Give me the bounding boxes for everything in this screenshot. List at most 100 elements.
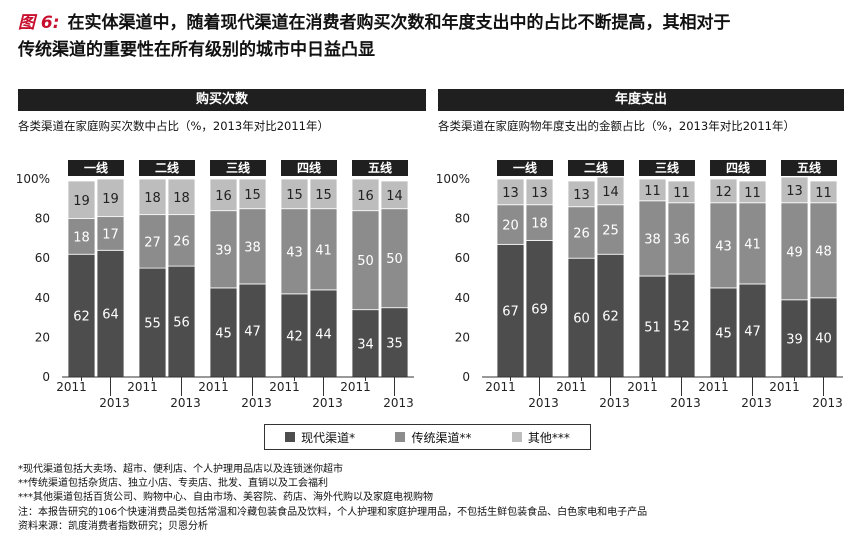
group-header (352, 160, 408, 176)
x-tick-label: 2013 (312, 396, 343, 410)
data-label: 15 (315, 188, 332, 203)
group-header-label: 二线 (155, 160, 179, 175)
bar-segment (738, 180, 767, 204)
bar-segment (96, 178, 125, 218)
x-tick-label: 2013 (741, 396, 772, 410)
bar-segment (567, 206, 596, 259)
bar-segment (280, 178, 309, 210)
group-header-label: 四线 (297, 160, 321, 175)
legend-label-modern: 现代渠道* (301, 430, 356, 445)
bar-segment (209, 287, 238, 378)
bar-segment (167, 214, 196, 267)
data-label: 64 (102, 308, 119, 323)
data-label: 49 (786, 245, 803, 260)
bar-segment (780, 176, 809, 204)
data-label: 20 (502, 219, 519, 234)
x-tick-label: 2013 (528, 396, 559, 410)
x-tick-label: 2011 (769, 380, 800, 394)
bar-segment (567, 180, 596, 208)
x-tick-label: 2011 (127, 380, 158, 394)
bar-segment (380, 180, 409, 210)
bar-segment (238, 283, 267, 378)
data-label: 18 (531, 217, 548, 232)
footnote: 资料来源：凯度消费者指数研究；贝恩分析 (18, 520, 208, 532)
bar-segment (525, 178, 554, 206)
bar-segment (638, 178, 667, 202)
x-tick-label: 2013 (99, 396, 130, 410)
data-label: 60 (573, 312, 590, 327)
bar-segment (67, 180, 96, 219)
x-tick-label: 2011 (698, 380, 729, 394)
bar-segment (709, 202, 738, 289)
bar-segment (809, 202, 838, 299)
data-label: 47 (744, 324, 761, 339)
legend-item-other: 其他*** (511, 429, 570, 446)
x-tick-label: 2013 (241, 396, 272, 410)
legend-item-modern: 现代渠道* (285, 429, 355, 446)
y-tick-label: 20 (455, 330, 470, 344)
x-tick-label: 2013 (383, 396, 414, 410)
data-label: 13 (573, 188, 590, 203)
footnote: **传统渠道包括杂货店、独立小店、专卖店、批发、直销以及工会福利 (18, 478, 328, 490)
data-label: 12 (715, 185, 732, 200)
bar-segment (380, 307, 409, 378)
group-header-label: 五线 (797, 160, 821, 175)
x-tick-label: 2011 (627, 380, 658, 394)
footnotes: *现代渠道包括大卖场、超市、便利店、个人护理用品店以及连锁迷你超市 **传统渠道… (18, 463, 647, 534)
data-label: 45 (215, 326, 232, 341)
y-tick-label: 40 (455, 291, 470, 305)
data-label: 17 (102, 227, 119, 242)
x-tick-label: 2011 (340, 380, 371, 394)
legend-swatch-traditional (395, 432, 406, 442)
data-label: 51 (644, 321, 661, 336)
data-label: 69 (531, 303, 548, 318)
bar-segment (67, 253, 96, 378)
data-label: 13 (531, 186, 548, 201)
data-label: 18 (73, 230, 90, 245)
bar-segment (809, 180, 838, 204)
group-header-label: 一线 (513, 160, 537, 175)
data-label: 40 (815, 331, 832, 346)
y-tick-label: 0 (42, 370, 50, 384)
bar-segment (167, 178, 196, 216)
data-label: 43 (286, 245, 303, 260)
title-line-2: 传统渠道的重要性在所有级别的城市中日益凸显 (18, 40, 375, 60)
group-header (639, 160, 695, 176)
footnote: *现代渠道包括大卖场、超市、便利店、个人护理用品店以及连锁迷你超市 (18, 464, 343, 475)
data-label: 13 (502, 186, 519, 201)
data-label: 11 (744, 186, 761, 201)
data-label: 39 (215, 243, 232, 258)
bar-segment (138, 178, 167, 216)
data-label: 19 (102, 192, 119, 207)
data-label: 18 (173, 191, 190, 206)
left-panel-header: 购买次数 (18, 89, 426, 111)
bar-segment (638, 275, 667, 378)
bar-segment (596, 176, 625, 206)
bar-segment (209, 178, 238, 212)
y-tick-label: 20 (35, 330, 50, 344)
bar-segment (96, 249, 125, 378)
bar-segment (667, 180, 696, 204)
data-label: 15 (286, 188, 303, 203)
x-tick-label: 2013 (670, 396, 701, 410)
bar-segment (596, 204, 625, 255)
left-panel-subtitle: 各类渠道在家庭购买次数中占比（%，2013年对比2011年） (18, 119, 329, 133)
bar-segment (780, 299, 809, 378)
bar-segment (351, 178, 380, 212)
data-label: 11 (815, 186, 832, 201)
legend-label-other: 其他*** (527, 430, 570, 445)
data-label: 42 (286, 329, 303, 344)
bar-segment (238, 178, 267, 210)
y-tick-label: 40 (35, 291, 50, 305)
group-header-label: 五线 (368, 160, 392, 175)
x-tick-label: 2013 (170, 396, 201, 410)
data-label: 44 (315, 327, 332, 342)
bar-segment (738, 202, 767, 285)
legend-swatch-other (511, 432, 522, 442)
legend-item-traditional: 传统渠道** (395, 429, 472, 446)
footnote: ***其他渠道包括百货公司、购物中心、自由市场、美容院、药店、海外代购以及家庭电… (18, 492, 433, 504)
bar-segment (138, 214, 167, 269)
legend: 现代渠道* 传统渠道** 其他*** (264, 424, 591, 450)
bar-segment (309, 208, 338, 291)
